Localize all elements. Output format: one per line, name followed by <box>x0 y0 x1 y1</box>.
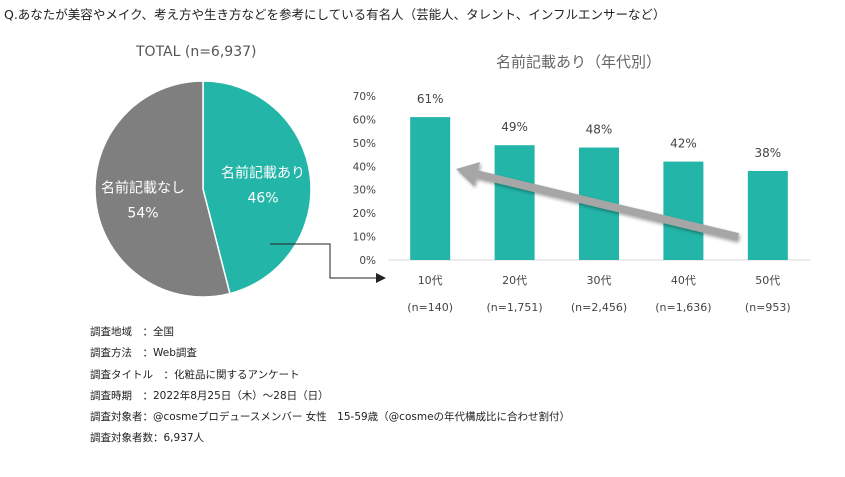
pie-chart-title: TOTAL (n=6,937) <box>136 44 257 60</box>
y-tick-label-50: 50% <box>353 138 376 150</box>
pie-to-bar-connector <box>270 243 386 283</box>
bar-value-label-1: 61% <box>417 92 444 106</box>
y-tick-label-10: 10% <box>353 232 376 244</box>
bar-2 <box>494 145 535 260</box>
bar-1 <box>410 117 451 260</box>
bar-5 <box>747 170 788 260</box>
pie-slice-value-2: 54% <box>127 206 158 222</box>
y-tick-label-70: 70% <box>353 91 376 103</box>
note-target: 調査対象者：@cosmeプロデュースメンバー 女性 15-59歳（@cosmeの… <box>90 411 571 424</box>
x-tick-label-4: 40代 <box>671 274 696 287</box>
trend-arrow-head <box>456 162 480 186</box>
bar-value-label-4: 42% <box>670 137 697 151</box>
sample-size-label-4: (n=1,636) <box>655 301 711 314</box>
y-tick-label-20: 20% <box>353 208 376 220</box>
y-tick-label-60: 60% <box>353 114 376 126</box>
sample-size-label-3: (n=2,456) <box>571 301 627 314</box>
y-tick-label-0: 0% <box>359 255 376 267</box>
y-tick-label-40: 40% <box>353 161 376 173</box>
pie-slice-label-2: 名前記載なし <box>101 180 185 197</box>
connector-arrowhead <box>376 273 386 283</box>
bar-value-label-5: 38% <box>754 146 781 160</box>
note-count: 調査対象者数：6,937人 <box>90 432 205 445</box>
bar-chart-title: 名前記載あり（年代別） <box>496 53 662 71</box>
survey-notes: 調査地域 ：全国 調査方法 ：Web調査 調査タイトル ：化粧品に関するアンケー… <box>90 322 570 450</box>
question-text: Q.あなたが美容やメイク、考え方や生き方などを参考にしている有名人（芸能人、タレ… <box>4 7 666 22</box>
pie-slice-value-1: 46% <box>247 190 278 206</box>
x-tick-label-2: 20代 <box>502 274 527 287</box>
note-period: 調査時期 ：2022年8月25日（木）～28日（日） <box>90 389 329 402</box>
bar-value-label-2: 49% <box>501 120 528 134</box>
note-title: 調査タイトル ：化粧品に関するアンケート <box>90 368 300 381</box>
x-tick-label-5: 50代 <box>755 274 780 287</box>
sample-size-label-5: (n=953) <box>745 301 791 314</box>
pie-slice-2 <box>94 80 231 298</box>
sample-size-label-1: (n=140) <box>407 301 453 314</box>
pie-chart: 名前記載あり 46% 名前記載なし 54% <box>94 80 312 298</box>
note-region: 調査地域 ：全国 <box>90 326 174 338</box>
bar-4 <box>663 161 704 260</box>
bar-chart: 0% 10% 20% 30% 40% 50% 60% 70% 61% 10代 (n=140) 49% 2… <box>353 91 810 314</box>
pie-slice-label-1: 名前記載あり <box>221 164 305 181</box>
x-tick-label-1: 10代 <box>418 274 443 287</box>
connector-line <box>270 243 376 279</box>
note-method: 調査方法 ：Web調査 <box>90 347 197 360</box>
pie-slice-1 <box>202 80 312 295</box>
sample-size-label-2: (n=1,751) <box>486 301 542 314</box>
trend-arrow <box>456 162 739 241</box>
trend-arrow-shaft <box>475 170 739 241</box>
bar-value-label-3: 48% <box>586 123 613 137</box>
y-tick-label-30: 30% <box>353 185 376 197</box>
x-tick-label-3: 30代 <box>587 274 612 287</box>
